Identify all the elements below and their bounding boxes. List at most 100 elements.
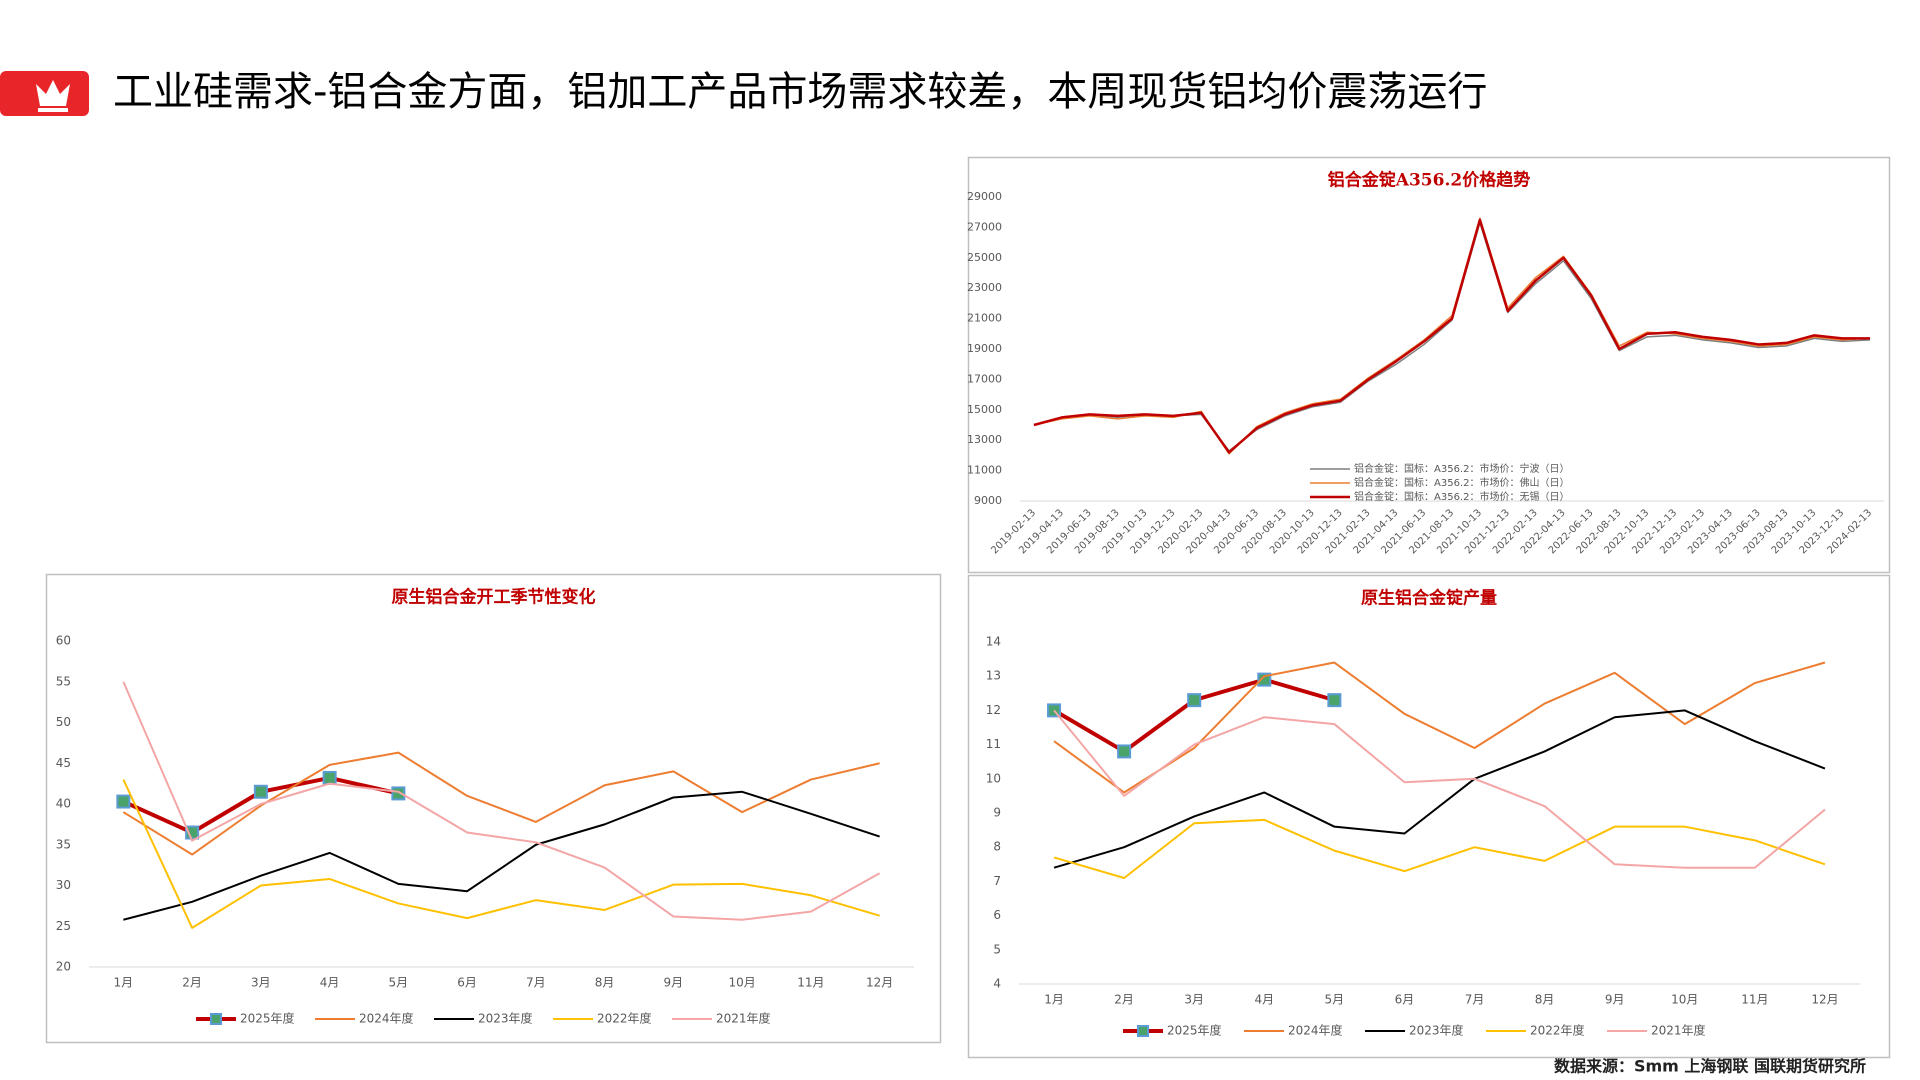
point-marker [1327,693,1342,708]
chart-panel: 铝合金锭A356.2价格趋势 9000 11000 13000 15000 17000 19… [967,156,1891,574]
panel-border [45,573,942,1044]
point-marker [253,784,268,799]
chart-panel: 原生铝合金锭产量 4 5 6 7 8 9 10 11 12 13 14 1月 2月 3月 4月 5月 6月 7月 8月… [967,574,1891,1059]
series-line [122,681,881,921]
y-tick-label: 19000 [967,342,1002,355]
y-tick-label: 7 [993,874,1001,888]
series-line [122,751,880,856]
y-tick-label: 10 [986,771,1001,785]
point-marker [322,770,337,785]
y-tick-label: 15000 [967,403,1002,416]
series-line [1053,661,1826,794]
x-tick-label: 4月 [1254,993,1274,1007]
x-tick-label: 6月 [457,976,477,990]
x-tick-label: 7月 [1465,993,1485,1007]
point-marker [1187,693,1202,708]
legend-label: 2024年度 [359,1011,414,1026]
chart-title: 铝合金锭A356.2价格趋势 [1328,170,1530,191]
legend-label: 2025年度 [1167,1023,1222,1038]
series-line [122,779,880,929]
x-tick-label: 5月 [389,976,409,990]
y-tick-label: 14 [986,635,1001,649]
x-tick-label: 6月 [1395,993,1415,1007]
y-tick-label: 40 [56,797,71,811]
x-tick-label: 9月 [664,976,684,990]
y-tick-label: 9000 [974,494,1002,507]
point-marker [391,786,406,801]
y-tick-label: 5 [993,942,1001,956]
legend-label: 2023年度 [1409,1023,1464,1038]
y-tick-label: 50 [56,715,71,729]
series-line [1033,218,1871,454]
panel-border [967,156,1891,574]
y-tick-label: 55 [56,674,71,688]
crown-base [38,108,68,112]
x-tick-label: 8月 [1535,993,1555,1007]
x-tick-label: 10月 [728,976,755,990]
x-tick-label: 2月 [1114,993,1134,1007]
x-tick-label: 1月 [1044,993,1064,1007]
legend-marker [1137,1025,1149,1037]
y-tick-label: 9 [993,806,1001,820]
y-tick-label: 12 [986,703,1001,717]
x-tick-label: 7月 [526,976,546,990]
y-tick-label: 23000 [967,281,1002,294]
x-tick-label: 9月 [1605,993,1625,1007]
page-title: 工业硅需求-铝合金方面，铝加工产品市场需求较差，本周现货铝均价震荡运行 [113,69,1487,115]
y-tick-label: 25000 [967,251,1002,264]
legend-label: 2021年度 [1651,1023,1706,1038]
chart-panel: 原生铝合金开工季节性变化 20 25 30 35 40 45 50 55 60 1月 2月 3月 4月 5月… [45,573,942,1044]
legend-label: 2023年度 [478,1011,533,1026]
y-tick-label: 4 [993,977,1001,991]
x-tick-label: 3月 [1184,993,1204,1007]
y-tick-label: 60 [56,634,71,648]
y-tick-label: 6 [993,908,1001,922]
chart-title: 原生铝合金开工季节性变化 [392,587,596,608]
crown-icon [36,80,70,106]
y-tick-label: 35 [56,837,71,851]
legend-label: 2022年度 [597,1011,652,1026]
y-tick-label: 29000 [967,190,1002,203]
x-tick-label: 3月 [251,976,271,990]
legend-label: 2025年度 [240,1011,295,1026]
x-tick-label: 4月 [320,976,340,990]
series-line [123,790,880,921]
y-tick-label: 11 [986,737,1001,751]
series-line [1053,709,1826,869]
y-tick-label: 27000 [967,220,1002,233]
point-marker [116,794,131,809]
x-tick-label: 12月 [1811,993,1838,1007]
legend-marker [210,1013,222,1025]
y-tick-label: 17000 [967,372,1002,385]
y-tick-label: 30 [56,878,71,892]
x-tick-label: 11月 [1741,993,1768,1007]
series-line [1053,818,1826,879]
chart-title: 原生铝合金锭产量 [1361,588,1497,609]
x-tick-label: 10月 [1671,993,1698,1007]
panel-border [967,574,1891,1059]
legend-label: 2022年度 [1530,1023,1585,1038]
legend-label: 铝合金锭：国标：A356.2：市场价：无锡（日） [1354,490,1569,503]
y-tick-label: 25 [56,919,71,933]
x-tick-label: 1月 [114,976,134,990]
y-tick-label: 20 [56,960,71,974]
series-line [1053,709,1826,869]
legend-label: 铝合金锭：国标：A356.2：市场价：佛山（日） [1354,476,1569,489]
point-marker [1117,744,1132,759]
legend-label: 铝合金锭：国标：A356.2：市场价：宁波（日） [1354,462,1569,475]
legend-label: 2024年度 [1288,1023,1343,1038]
legend-label: 2021年度 [716,1011,771,1026]
header: 工业硅需求-铝合金方面，铝加工产品市场需求较差，本周现货铝均价震荡运行 [0,69,1487,116]
x-tick-label: 11月 [797,976,824,990]
x-tick-label: 5月 [1325,993,1345,1007]
y-tick-label: 11000 [967,464,1002,477]
x-tick-label: 12月 [866,976,893,990]
y-tick-label: 13 [986,669,1001,683]
y-tick-label: 45 [56,756,71,770]
source-note: 数据来源：Smm 上海钢联 国联期货研究所 [1554,1057,1866,1076]
y-tick-label: 13000 [967,433,1002,446]
y-tick-label: 8 [993,840,1001,854]
x-tick-label: 8月 [595,976,615,990]
x-tick-label: 2月 [182,976,202,990]
